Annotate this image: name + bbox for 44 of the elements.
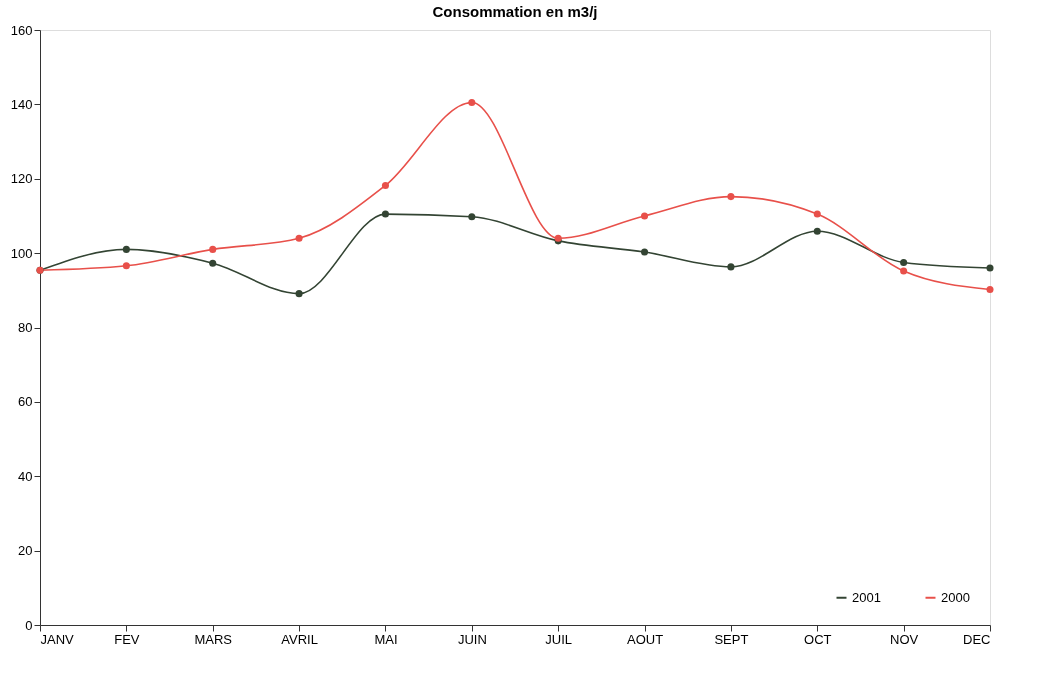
point bbox=[381, 181, 389, 189]
x-tick-label: JANV bbox=[40, 631, 75, 647]
point bbox=[641, 212, 649, 220]
point bbox=[209, 245, 217, 253]
x-tick-label: MAI bbox=[374, 631, 398, 647]
y-tick-label: 120 bbox=[10, 171, 33, 187]
point bbox=[295, 234, 303, 242]
x-tick-label: JUIN bbox=[457, 631, 487, 647]
point bbox=[468, 213, 476, 221]
x-tick-label: OCT bbox=[804, 631, 832, 647]
point bbox=[986, 264, 994, 272]
x-tick-label: SEPT bbox=[714, 631, 749, 647]
point bbox=[986, 286, 994, 294]
y-tick-label: 40 bbox=[18, 468, 33, 484]
point bbox=[468, 98, 476, 107]
y-tick-label: 100 bbox=[10, 245, 33, 261]
x-tick-label: AVRIL bbox=[281, 631, 318, 647]
point bbox=[122, 262, 130, 270]
y-tick-label: 20 bbox=[18, 543, 33, 559]
chart-title: Consommation en m3/j bbox=[432, 3, 598, 20]
point bbox=[209, 259, 217, 267]
point bbox=[813, 210, 821, 218]
y-tick-label: 0 bbox=[25, 617, 33, 633]
y-tick-label: 60 bbox=[18, 394, 33, 410]
point bbox=[813, 227, 821, 235]
legend-label: 2001 bbox=[852, 589, 881, 605]
point bbox=[295, 290, 303, 298]
y-tick-label: 140 bbox=[10, 96, 33, 112]
point bbox=[900, 258, 908, 266]
point bbox=[727, 193, 735, 201]
point bbox=[727, 263, 735, 271]
x-tick-label: DEC bbox=[963, 631, 991, 647]
x-tick-label: FEV bbox=[114, 631, 140, 647]
y-tick-label: 160 bbox=[10, 22, 33, 38]
point bbox=[122, 245, 130, 253]
x-tick-label: JUIL bbox=[545, 631, 573, 647]
x-tick-label: AOUT bbox=[626, 631, 664, 647]
x-tick-label: NOV bbox=[890, 631, 919, 647]
y-tick-label: 80 bbox=[18, 320, 33, 335]
legend-label: 2000 bbox=[941, 589, 970, 605]
point bbox=[900, 267, 908, 275]
point bbox=[641, 248, 649, 256]
point bbox=[381, 210, 389, 218]
x-tick-label: MARS bbox=[194, 631, 233, 647]
